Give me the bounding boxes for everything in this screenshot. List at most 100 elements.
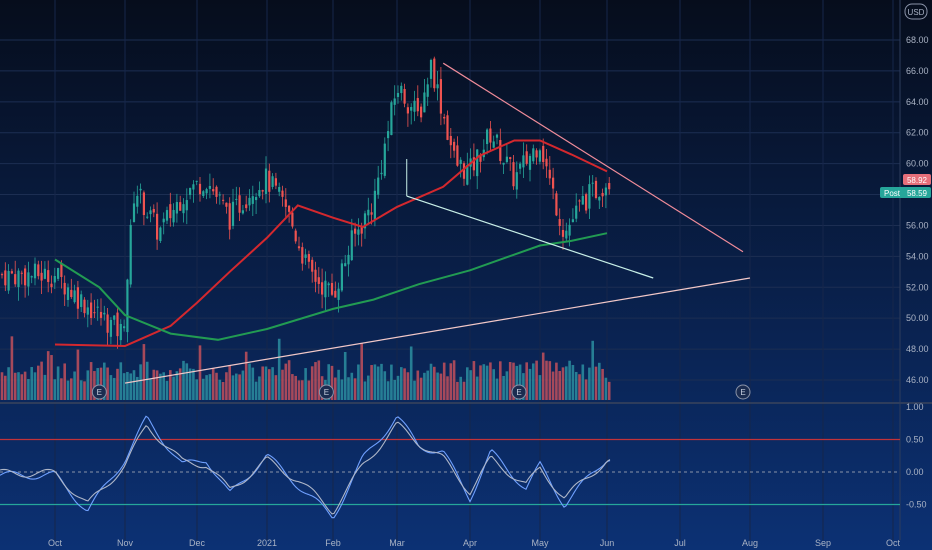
candle-body[interactable]: [241, 210, 244, 214]
candle-body[interactable]: [235, 198, 238, 200]
trendlines[interactable]: [124, 62, 751, 384]
candle-body[interactable]: [449, 135, 452, 146]
candle-body[interactable]: [37, 264, 40, 277]
candle-body[interactable]: [159, 227, 162, 242]
candle-body[interactable]: [304, 254, 307, 258]
candle-body[interactable]: [17, 270, 20, 287]
candle-body[interactable]: [446, 115, 449, 140]
candle-body[interactable]: [383, 143, 386, 176]
candle-body[interactable]: [486, 129, 489, 145]
candle-body[interactable]: [561, 229, 565, 237]
candle-body[interactable]: [297, 246, 301, 249]
candle-body[interactable]: [373, 190, 376, 220]
candle-body[interactable]: [218, 194, 221, 196]
candle-body[interactable]: [314, 269, 317, 282]
candle-body[interactable]: [10, 271, 13, 274]
candle-body[interactable]: [453, 141, 456, 151]
candle-body[interactable]: [545, 158, 548, 167]
candle-body[interactable]: [258, 190, 261, 197]
candle-body[interactable]: [387, 131, 390, 139]
candle-body[interactable]: [571, 219, 574, 223]
candle-body[interactable]: [542, 145, 545, 163]
candle-body[interactable]: [149, 210, 152, 215]
candle-body[interactable]: [152, 209, 155, 213]
candle-body[interactable]: [548, 169, 551, 179]
candle-body[interactable]: [57, 268, 60, 279]
candle-body[interactable]: [172, 209, 175, 223]
candle-body[interactable]: [598, 197, 601, 201]
candle-body[interactable]: [76, 287, 79, 309]
candle-body[interactable]: [27, 272, 30, 287]
candle-body[interactable]: [47, 270, 50, 282]
candle-body[interactable]: [90, 302, 93, 318]
candle-body[interactable]: [311, 259, 314, 272]
candle-body[interactable]: [208, 185, 211, 189]
candle-body[interactable]: [416, 98, 419, 112]
candle-body[interactable]: [591, 182, 594, 184]
candle-body[interactable]: [261, 190, 264, 192]
candle-body[interactable]: [505, 156, 508, 163]
candle-body[interactable]: [558, 219, 561, 227]
candle-body[interactable]: [321, 282, 324, 295]
candle-body[interactable]: [179, 202, 182, 211]
candle-body[interactable]: [466, 165, 469, 185]
candle-body[interactable]: [578, 200, 581, 202]
candle-body[interactable]: [439, 79, 442, 114]
candle-body[interactable]: [228, 203, 231, 230]
candle-body[interactable]: [103, 312, 106, 315]
candle-body[interactable]: [502, 162, 505, 165]
candle-body[interactable]: [126, 279, 129, 333]
candle-body[interactable]: [479, 155, 482, 162]
candle-body[interactable]: [552, 177, 555, 189]
candle-body[interactable]: [406, 107, 409, 114]
candle-body[interactable]: [380, 172, 383, 175]
candle-body[interactable]: [182, 204, 185, 214]
candle-body[interactable]: [268, 170, 271, 192]
candle-body[interactable]: [522, 155, 525, 168]
candle-body[interactable]: [66, 287, 70, 300]
candle-body[interactable]: [169, 204, 172, 219]
candle-body[interactable]: [251, 196, 254, 204]
candle-body[interactable]: [0, 274, 4, 276]
candle-body[interactable]: [294, 230, 297, 242]
candle-body[interactable]: [390, 102, 393, 136]
candle-body[interactable]: [83, 299, 86, 314]
candle-body[interactable]: [80, 294, 83, 308]
candle-body[interactable]: [50, 283, 53, 288]
candle-body[interactable]: [73, 290, 76, 303]
candle-body[interactable]: [340, 263, 343, 291]
candle-body[interactable]: [195, 180, 198, 182]
candle-body[interactable]: [363, 213, 367, 229]
candle-body[interactable]: [334, 290, 337, 298]
candle-body[interactable]: [509, 157, 512, 159]
candle-body[interactable]: [189, 187, 192, 195]
candle-body[interactable]: [555, 193, 558, 216]
candle-body[interactable]: [212, 189, 215, 192]
candle-body[interactable]: [119, 323, 122, 341]
candle-body[interactable]: [63, 282, 66, 295]
candle-body[interactable]: [489, 128, 492, 143]
candle-body[interactable]: [7, 271, 10, 291]
candle-body[interactable]: [396, 92, 400, 97]
candle-body[interactable]: [123, 326, 126, 329]
candle-body[interactable]: [575, 205, 578, 219]
candle-body[interactable]: [129, 224, 132, 285]
candle-body[interactable]: [113, 315, 116, 320]
candle-body[interactable]: [492, 141, 495, 148]
candle-body[interactable]: [202, 191, 205, 196]
candle-body[interactable]: [604, 187, 607, 196]
candle-body[interactable]: [60, 263, 63, 278]
candle-body[interactable]: [284, 199, 287, 207]
candle-body[interactable]: [192, 184, 195, 190]
candle-body[interactable]: [225, 202, 228, 207]
candle-body[interactable]: [354, 228, 357, 234]
candle-body[interactable]: [495, 134, 499, 138]
candle-body[interactable]: [146, 216, 149, 218]
earnings-marker[interactable]: [318, 384, 334, 400]
candle-body[interactable]: [106, 314, 109, 333]
candle-body[interactable]: [156, 213, 159, 240]
trendline[interactable]: [124, 277, 751, 384]
candle-body[interactable]: [594, 180, 598, 199]
candle-body[interactable]: [472, 157, 475, 171]
